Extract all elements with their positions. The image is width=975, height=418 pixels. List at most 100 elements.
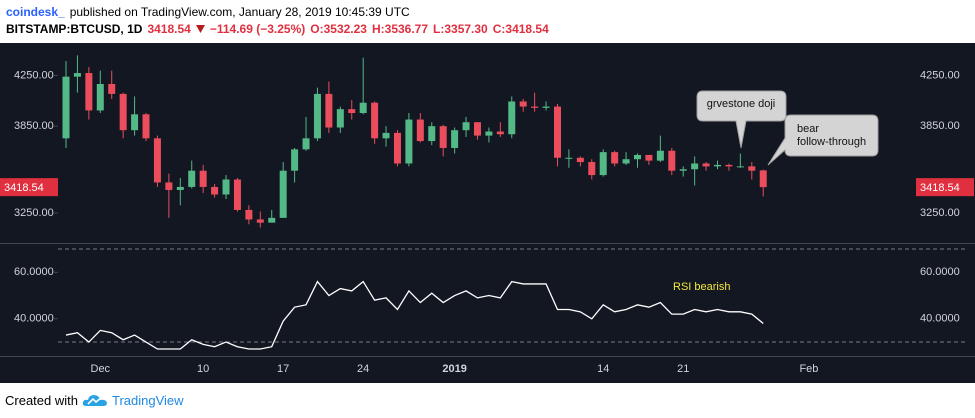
open: O:3532.23 [310,22,367,36]
x-tick-label: 17 [277,363,289,375]
candle-body [325,93,333,128]
annotation-text: follow-through [797,136,866,148]
candle-body [302,138,310,150]
annotation-text: RSI bearish [673,281,730,293]
x-tick-label: 14 [597,363,609,375]
candle-body [634,154,641,160]
candle-body [108,83,116,94]
candle-body [622,159,630,164]
candle-body [256,219,264,223]
x-tick-label: 10 [197,363,209,375]
candle-body [714,164,722,167]
y-tick-label: 40.0000 [920,313,960,325]
candle-body [416,119,424,142]
candle-body [279,170,287,218]
y-tick-label: 4250.00 [920,69,960,81]
published: published on TradingView.com, January 28… [69,5,410,19]
candle-body [691,163,699,170]
candle-body [245,209,253,220]
candle-body [576,157,584,163]
candle-body [188,170,196,187]
candle-body [359,102,367,114]
candle-body [485,131,493,136]
candle-body [211,186,219,195]
symbol: BITSTAMP:BTCUSD, 1D [6,22,143,36]
price-badge [916,178,974,197]
last-price: 3418.54 [147,22,191,36]
candle-body [599,152,607,176]
callout [767,114,879,166]
candle-body [451,130,459,148]
y-tick-label: 3850.00 [14,120,54,132]
candle-body [496,131,504,135]
candle-body [736,166,744,168]
annotation: grvestone doji [696,90,787,149]
candle-body [759,170,767,188]
y-tick-label: 3850.00 [920,120,960,132]
candle-body [565,157,573,159]
candle-body [96,83,104,111]
candle-body [382,132,390,139]
price-badge-label: 3418.54 [4,182,44,194]
candle-body [62,76,70,139]
candle-body [336,109,344,128]
candle-body [131,114,139,131]
candle-body [656,150,664,161]
candle-body [428,126,436,142]
candle-body [462,122,470,131]
price-badge-label: 3418.54 [920,182,960,194]
annotation-text: bear [797,123,819,135]
y-tick-label: 4250.00 [14,69,54,81]
x-tick-label: 24 [357,363,369,375]
candle-body [176,186,184,190]
candle-body [405,119,413,164]
x-tick-label: Dec [91,363,111,375]
brand[interactable]: TradingView [111,392,184,408]
change: −114.69 (−3.25%) [209,22,306,36]
candle-body [519,101,527,107]
candle-body [508,101,516,135]
candle-body [222,179,230,195]
candle-body [611,152,619,164]
candle-body [142,114,150,139]
y-tick-label: 3250.00 [920,207,960,219]
y-tick-label: 60.0000 [920,266,960,278]
candle-body [153,138,161,183]
candle-body [233,179,241,210]
footer: Created with TradingView [5,392,184,408]
y-tick-label: 60.0000 [14,266,54,278]
header: coindesk_ published on TradingView.com, … [6,4,549,38]
low: L:3357.30 [433,22,488,36]
candle-body [748,166,756,171]
candle-body [348,109,356,114]
candle-body [291,149,299,171]
candle-body [645,154,653,161]
candle-body [371,102,379,139]
candle-body [553,106,561,158]
x-tick-label: 2019 [442,363,466,375]
candle-body [268,217,276,223]
candle-body [85,73,93,111]
candle-body [165,182,173,190]
high: H:3536.77 [371,22,429,36]
candle-body [725,164,733,167]
price-badge [0,178,58,197]
background [0,43,975,383]
candle-body [542,106,550,108]
down-arrow [195,25,205,33]
logo [82,395,107,406]
candle-body [199,170,207,187]
candle-body [702,163,710,167]
candle-body [473,122,481,136]
candle-body [679,169,687,171]
candle-body [439,126,447,148]
candle-body [119,93,127,131]
candle-body [313,93,321,139]
y-tick-label: 3250.00 [14,207,54,219]
callout [696,90,787,149]
candle-body [73,73,81,77]
candle-body [588,162,596,176]
annotation-text: grvestone doji [707,98,776,110]
author[interactable]: coindesk_ [6,5,65,19]
